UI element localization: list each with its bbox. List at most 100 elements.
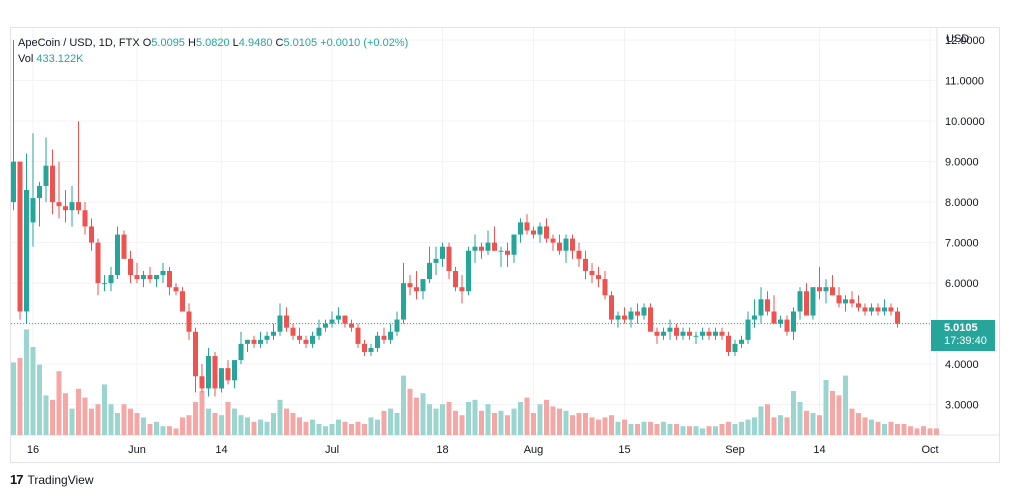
candle-body [706, 331, 712, 336]
price-axis: 12.0000 11.0000 10.0000 9.0000 8.0000 7.0000 6… [945, 35, 985, 411]
candle-body [862, 307, 868, 312]
candle-body [576, 250, 582, 259]
volume-bar [336, 419, 341, 435]
candle-body [472, 246, 478, 251]
candle-body [700, 331, 705, 336]
candle-body [232, 360, 237, 381]
candle-body [563, 238, 569, 251]
candle-body [544, 226, 549, 239]
candle-body [765, 299, 770, 312]
candle-body [102, 283, 107, 285]
volume-bar [882, 424, 887, 435]
candle-body [310, 335, 315, 344]
volume-bar [524, 397, 530, 435]
candle-body [342, 315, 348, 324]
volume-bar [856, 413, 861, 435]
candle-body [401, 283, 406, 320]
candle-body [63, 206, 68, 211]
candle-body [609, 295, 614, 320]
candle-body [531, 230, 536, 235]
candle-body [258, 339, 263, 344]
candle-body [849, 299, 855, 304]
volume-bar [303, 421, 309, 435]
brand-name: TradingView [27, 472, 94, 487]
candle-body [407, 283, 413, 288]
candle-body [89, 226, 94, 243]
volume-bar [888, 421, 894, 435]
low-value: 4.9480 [238, 37, 273, 49]
volume-bar [771, 417, 777, 435]
candle-body [245, 339, 250, 344]
candle-body [719, 331, 725, 336]
candle-body [193, 331, 198, 377]
candle-body [394, 319, 400, 332]
volume-bar [225, 402, 231, 435]
candle-body [251, 339, 257, 344]
price-tick-label: 12.0000 [945, 35, 985, 47]
volume-bar [550, 406, 556, 435]
volume-bar [453, 410, 458, 435]
candle-body [316, 327, 322, 336]
volume-bar [30, 347, 36, 435]
grid-lines [11, 28, 999, 436]
volume-bar [622, 419, 627, 435]
candle-body [433, 258, 439, 263]
candle-body [557, 242, 562, 251]
candle-body [843, 299, 848, 304]
volume-bar [784, 417, 790, 435]
candle-body [108, 275, 114, 284]
candle-body [440, 246, 445, 259]
volume-bar [37, 364, 42, 435]
branding[interactable]: 17 TradingView [10, 472, 94, 487]
tradingview-logo-icon: 17 [10, 472, 24, 487]
volume-bar [908, 426, 913, 435]
volume-bar [251, 421, 257, 435]
candle-body [498, 250, 504, 252]
candle-body [134, 275, 140, 280]
price-tick-label: 11.0000 [945, 76, 984, 88]
candle-body [375, 335, 380, 348]
candle-body [180, 291, 185, 312]
volume-bar [440, 404, 445, 435]
open-value: 5.0095 [151, 37, 185, 49]
volume-bar [115, 413, 120, 435]
volume-bar [147, 424, 153, 435]
candle-body [284, 315, 289, 328]
candle-body [368, 347, 374, 352]
volume-bar [362, 424, 367, 435]
candle-body [141, 275, 146, 280]
high-value: 5.0820 [195, 37, 230, 49]
candle-body [336, 315, 341, 320]
volume-bar [589, 417, 595, 435]
change-value: +0.0010 (+0.02%) [320, 37, 409, 49]
candle-body [732, 343, 738, 352]
volume-bar [901, 424, 907, 435]
volume-bar [355, 421, 361, 435]
volume-bar [869, 419, 874, 435]
volume-bar [134, 413, 140, 435]
volume-legend: Vol 433.122K [18, 51, 83, 67]
candle-body [219, 368, 224, 389]
time-tick-label: 14 [813, 444, 825, 456]
time-tick-label: Aug [524, 444, 544, 456]
candle-body [810, 287, 816, 316]
candle-body [362, 343, 367, 352]
price-tick-label: 4.0000 [945, 359, 979, 371]
symbol-title[interactable]: ApeCoin / USD, 1D, FTX [18, 37, 140, 49]
candle-body [823, 287, 829, 292]
volume-bar [674, 424, 679, 435]
volume-bar [43, 395, 49, 435]
volume-bar [687, 426, 692, 435]
volume-bar [297, 417, 302, 435]
volume-bar [862, 417, 868, 435]
candle-body [661, 331, 666, 336]
volume-bar [82, 397, 88, 435]
volume-bar [843, 375, 848, 435]
volume-bar [875, 421, 881, 435]
volume-bar [706, 426, 712, 435]
candle-body [713, 331, 718, 336]
currency-label[interactable]: USD [946, 33, 970, 45]
volume-bar [693, 426, 699, 435]
candle-body [589, 270, 595, 276]
